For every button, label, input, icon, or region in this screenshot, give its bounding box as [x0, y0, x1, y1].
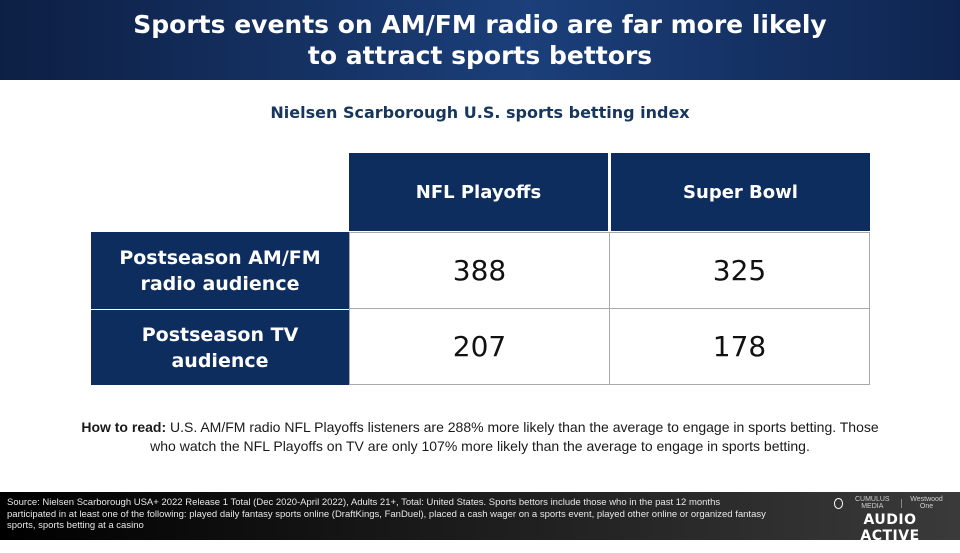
brand-partner-cumulus: CUMULUS MEDIA	[854, 496, 890, 510]
how-to-read-note: How to read: U.S. AM/FM radio NFL Playof…	[80, 418, 880, 456]
brand-partners: CUMULUS MEDIA Westwood One	[834, 496, 946, 510]
page-title: Sports events on AM/FM radio are far mor…	[100, 9, 860, 71]
table-subtitle: Nielsen Scarborough U.S. sports betting …	[270, 103, 690, 122]
brand-partner-westwood: Westwood One	[910, 496, 943, 510]
column-header-nfl-playoffs: NFL Playoffs	[349, 153, 608, 231]
row-header-radio-line2: radio audience	[140, 272, 300, 295]
page-title-line1: Sports events on AM/FM radio are far mor…	[133, 10, 827, 39]
source-note: Source: Nielsen Scarborough USA+ 2022 Re…	[7, 497, 766, 531]
page-title-line2: to attract sports bettors	[307, 41, 653, 70]
footer-bar: Source: Nielsen Scarborough USA+ 2022 Re…	[0, 492, 960, 552]
row-header-tv-line2: audience	[171, 349, 269, 372]
column-header-super-bowl: Super Bowl	[611, 153, 870, 231]
value-radio-super-bowl: 325	[609, 232, 870, 309]
title-banner: Sports events on AM/FM radio are far mor…	[0, 0, 960, 80]
brand-divider	[901, 498, 903, 508]
value-tv-nfl-playoffs: 207	[349, 308, 610, 385]
row-header-radio-line1: Postseason AM/FM	[119, 246, 321, 269]
value-radio-nfl-playoffs: 388	[349, 232, 610, 309]
row-header-tv-audience: Postseason TV audience	[91, 310, 349, 385]
cumulus-logo-icon	[834, 497, 844, 509]
how-to-read-label: How to read:	[81, 419, 167, 435]
value-tv-super-bowl: 178	[609, 308, 870, 385]
betting-index-table: NFL Playoffs Super Bowl Postseason AM/FM…	[91, 153, 870, 385]
row-header-radio-audience: Postseason AM/FM radio audience	[91, 232, 349, 309]
row-header-tv-line1: Postseason TV	[141, 323, 299, 346]
brand-subname: GROUP	[862, 545, 924, 552]
how-to-read-text: U.S. AM/FM radio NFL Playoffs listeners …	[150, 419, 879, 454]
brand-logo: CUMULUS MEDIA Westwood One AUDIO ACTIVE …	[834, 496, 946, 553]
brand-name: AUDIO ACTIVE	[860, 512, 920, 544]
